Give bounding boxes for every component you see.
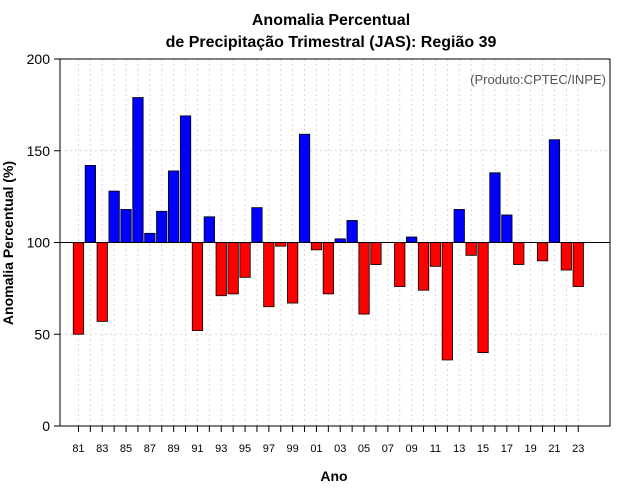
y-tick-label: 50 — [34, 326, 50, 342]
bar-83 — [96, 242, 108, 322]
bar-13 — [453, 209, 465, 243]
bar-09 — [406, 236, 418, 243]
bar-08 — [394, 242, 406, 287]
x-tick-label: 91 — [191, 443, 203, 455]
x-axis-label: Ano — [320, 468, 347, 484]
bar-17 — [501, 214, 513, 243]
bar-98 — [275, 242, 287, 247]
x-tick-label: 01 — [310, 443, 322, 455]
x-tick-label: 05 — [358, 443, 370, 455]
y-tick-label: 100 — [27, 235, 51, 251]
x-tick-label: 87 — [144, 443, 156, 455]
bar-01 — [310, 242, 323, 251]
source-note: (Produto:CPTEC/INPE) — [470, 72, 606, 87]
x-tick-label: 97 — [263, 443, 275, 455]
x-tick-label: 17 — [501, 443, 513, 455]
x-tick-label: 85 — [120, 443, 132, 455]
bar-87 — [144, 232, 156, 243]
bar-85 — [120, 209, 132, 243]
bar-02 — [322, 242, 334, 295]
bar-10 — [417, 242, 430, 291]
bar-82 — [84, 165, 96, 243]
x-tick-label: 19 — [525, 443, 537, 455]
x-tick-label: 83 — [96, 443, 108, 455]
bar-97 — [263, 242, 275, 308]
bar-22 — [560, 242, 572, 271]
x-tick-label: 89 — [168, 443, 180, 455]
chart-subtitle: de Precipitação Trimestral (JAS): Região… — [166, 34, 497, 51]
bars — [72, 97, 584, 361]
x-tick-label: 15 — [477, 443, 489, 455]
y-axis-label: Anomalia Percentual (%) — [0, 161, 16, 325]
bar-94 — [227, 242, 239, 295]
x-axis: 81 83 85 87 89 91 93 95 97 99 01 03 05 07 09 11 13 15 17 19… — [72, 426, 584, 455]
y-tick-label: 0 — [42, 418, 50, 434]
bar-95 — [239, 242, 251, 278]
x-tick-label: 81 — [72, 443, 84, 455]
bar-16 — [489, 172, 501, 243]
bar-21 — [548, 139, 561, 243]
grid — [60, 59, 610, 426]
bar-00 — [298, 133, 311, 243]
y-tick-label: 200 — [27, 51, 51, 67]
bar-23 — [572, 242, 584, 287]
y-axis: 0 50 100 150 200 — [27, 51, 60, 434]
bar-93 — [215, 242, 227, 297]
bar-89 — [168, 170, 180, 243]
bar-92 — [203, 216, 215, 243]
x-tick-label: 03 — [334, 443, 346, 455]
bar-15 — [477, 242, 489, 353]
x-tick-label: 23 — [572, 443, 584, 455]
bar-18 — [513, 242, 525, 265]
bar-12 — [441, 242, 453, 361]
x-tick-label: 09 — [406, 443, 418, 455]
chart-title: Anomalia Percentual — [252, 12, 410, 29]
bar-90 — [179, 115, 192, 243]
bar-03 — [334, 238, 346, 243]
y-tick-label: 150 — [27, 143, 51, 159]
bar-99 — [287, 242, 299, 304]
x-tick-label: 99 — [287, 443, 299, 455]
bar-84 — [108, 190, 120, 243]
x-tick-label: 07 — [382, 443, 394, 455]
x-tick-label: 11 — [430, 443, 441, 455]
bar-14 — [465, 242, 477, 256]
x-tick-label: 95 — [239, 443, 251, 455]
bar-88 — [156, 210, 168, 243]
bar-04 — [346, 220, 358, 243]
bar-11 — [429, 242, 442, 267]
x-tick-label: 21 — [548, 443, 560, 455]
x-tick-label: 13 — [453, 443, 465, 455]
x-tick-label: 93 — [215, 443, 227, 455]
bar-06 — [370, 242, 382, 265]
bar-81 — [72, 242, 85, 335]
bar-96 — [251, 207, 263, 243]
bar-91 — [191, 242, 204, 331]
bar-05 — [358, 242, 370, 315]
bar-86 — [132, 97, 144, 243]
bar-20 — [536, 242, 549, 262]
